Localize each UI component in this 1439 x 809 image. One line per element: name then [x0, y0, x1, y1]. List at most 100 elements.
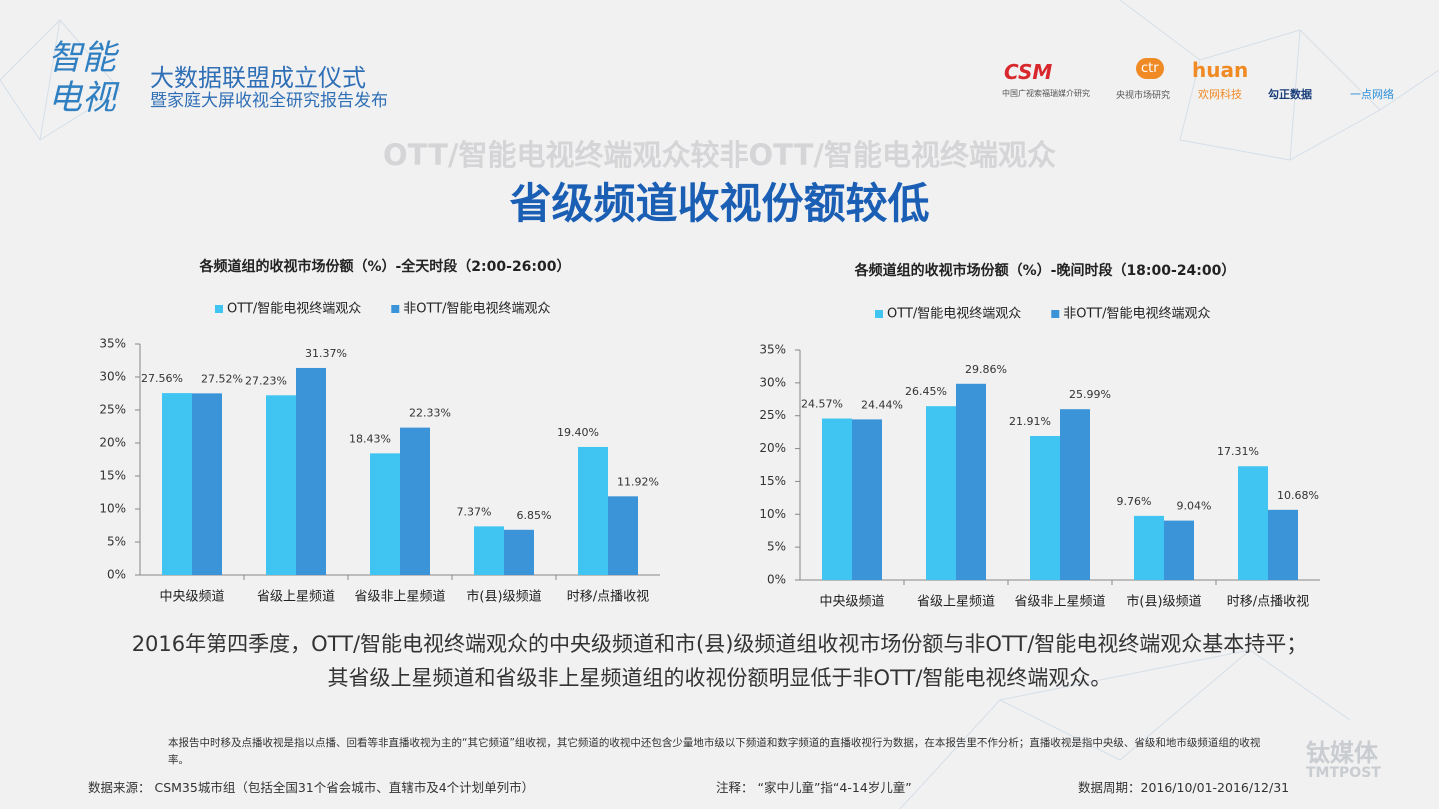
x-tick-label: 市(县)级频道	[1126, 594, 1201, 610]
y-tick-label: 10%	[759, 507, 786, 521]
value-label: 9.04%	[1177, 500, 1212, 513]
bar	[1238, 466, 1268, 580]
note: 注释： “家中儿童”指“4-14岁儿童”	[716, 780, 912, 795]
y-tick-label: 15%	[759, 474, 786, 488]
value-label: 19.40%	[557, 426, 599, 439]
y-tick-label: 35%	[759, 343, 786, 357]
summary-line: 2016年第四季度，OTT/智能电视终端观众的中央级频道和市(县)级频道组收视市…	[131, 632, 1308, 656]
legend-label: 非OTT/智能电视终端观众	[403, 301, 550, 317]
value-label: 22.33%	[409, 407, 451, 420]
bar	[474, 526, 504, 575]
bar	[296, 367, 326, 575]
y-tick-label: 35%	[99, 337, 126, 351]
partner-logo: 一点网络	[1350, 88, 1394, 101]
value-label: 27.52%	[201, 372, 243, 385]
data-period: 数据周期：2016/10/01-2016/12/31	[1078, 780, 1290, 795]
partner-logo: huan	[1192, 58, 1249, 82]
y-tick-label: 5%	[767, 540, 786, 554]
bar	[192, 393, 222, 575]
legend-label: OTT/智能电视终端观众	[887, 306, 1021, 322]
x-tick-label: 市(县)级频道	[466, 589, 541, 605]
bar	[162, 393, 192, 575]
value-label: 7.37%	[457, 505, 492, 518]
y-tick-label: 15%	[99, 469, 126, 483]
x-tick-label: 中央级频道	[159, 590, 224, 605]
slide-title: 省级频道收视份额较低	[509, 179, 930, 228]
bar	[1060, 409, 1090, 580]
value-label: 29.86%	[965, 363, 1007, 376]
x-tick-label: 省级上星频道	[257, 590, 335, 605]
bar	[370, 453, 400, 575]
bar	[1164, 520, 1194, 580]
value-label: 31.37%	[305, 347, 347, 360]
x-tick-label: 中央级频道	[819, 595, 884, 610]
legend-label: OTT/智能电视终端观众	[227, 301, 361, 317]
chart-title: 各频道组的收视市场份额（%）-晚间时段（18:00-24:00）	[854, 262, 1236, 279]
partner-logo: ctr	[1136, 58, 1164, 79]
slide-supertitle: OTT/智能电视终端观众较非OTT/智能电视终端观众	[383, 138, 1056, 172]
value-label: 24.44%	[861, 398, 903, 411]
legend-marker	[1051, 310, 1060, 318]
bar	[266, 395, 296, 575]
legend-label: 非OTT/智能电视终端观众	[1063, 306, 1210, 322]
value-label: 10.68%	[1277, 489, 1319, 502]
summary-line: 其省级上星频道和省级非上星频道组的收视份额明显低于非OTT/智能电视终端观众。	[327, 666, 1112, 690]
event-title: 大数据联盟成立仪式	[150, 64, 366, 92]
x-tick-label: 时移/点播收视	[567, 590, 649, 605]
x-tick-label: 时移/点播收视	[1227, 595, 1309, 610]
legend-marker	[215, 305, 223, 313]
bar	[926, 406, 956, 580]
value-label: 24.57%	[801, 398, 843, 411]
y-tick-label: 10%	[99, 502, 126, 516]
partner-logo: 勾正数据	[1268, 88, 1312, 101]
bar	[1134, 515, 1164, 580]
y-tick-label: 30%	[759, 375, 786, 389]
x-tick-label: 省级上星频道	[917, 595, 995, 610]
bar	[1030, 436, 1060, 580]
y-tick-label: 30%	[99, 370, 126, 384]
bar	[504, 529, 534, 575]
value-label: 27.23%	[245, 374, 287, 387]
footnote: 本报告中时移及点播收视是指以点播、回看等非直播收视为主的“其它频道”组收视，其它…	[168, 737, 1261, 766]
bar	[956, 383, 986, 580]
legend-marker	[391, 305, 400, 313]
legend-marker	[875, 310, 883, 318]
y-tick-label: 0%	[107, 568, 126, 582]
partner-logo: 中国广视索福瑞媒介研究	[1002, 89, 1090, 98]
y-tick-label: 0%	[767, 573, 786, 587]
value-label: 26.45%	[905, 385, 947, 398]
bar	[400, 427, 430, 575]
y-tick-label: 25%	[99, 403, 126, 417]
event-subtitle: 暨家庭大屏收视全研究报告发布	[150, 91, 388, 111]
x-tick-label: 省级非上星频道	[1014, 595, 1105, 610]
value-label: 17.31%	[1217, 445, 1259, 458]
value-label: 25.99%	[1069, 388, 1111, 401]
value-label: 11.92%	[617, 475, 659, 488]
data-source: 数据来源： CSM35城市组（包括全国31个省会城市、直辖市及4个计划单列市）	[88, 780, 535, 795]
x-tick-label: 省级非上星频道	[354, 590, 445, 605]
bar	[822, 418, 852, 580]
value-label: 27.56%	[141, 372, 183, 385]
chart-title: 各频道组的收视市场份额（%）-全天时段（2:00-26:00）	[198, 258, 570, 275]
watermark-en: TMTPOST	[1306, 765, 1381, 781]
watermark: 钛媒体	[1306, 739, 1378, 767]
y-tick-label: 20%	[759, 441, 786, 455]
value-label: 9.76%	[1117, 495, 1152, 508]
partner-logo: 欢网科技	[1198, 88, 1242, 101]
value-label: 6.85%	[517, 509, 552, 522]
partner-logo: CSM	[1004, 60, 1053, 84]
bar	[1268, 509, 1298, 580]
value-label: 21.91%	[1009, 415, 1051, 428]
partner-logo: 央视市场研究	[1116, 91, 1171, 101]
value-label: 18.43%	[349, 432, 391, 445]
y-tick-label: 25%	[759, 408, 786, 422]
logo: 智能电视	[48, 38, 116, 118]
bar	[852, 419, 882, 580]
bar	[608, 496, 638, 575]
bar	[578, 446, 608, 575]
y-tick-label: 20%	[99, 436, 126, 450]
y-tick-label: 5%	[107, 535, 126, 549]
